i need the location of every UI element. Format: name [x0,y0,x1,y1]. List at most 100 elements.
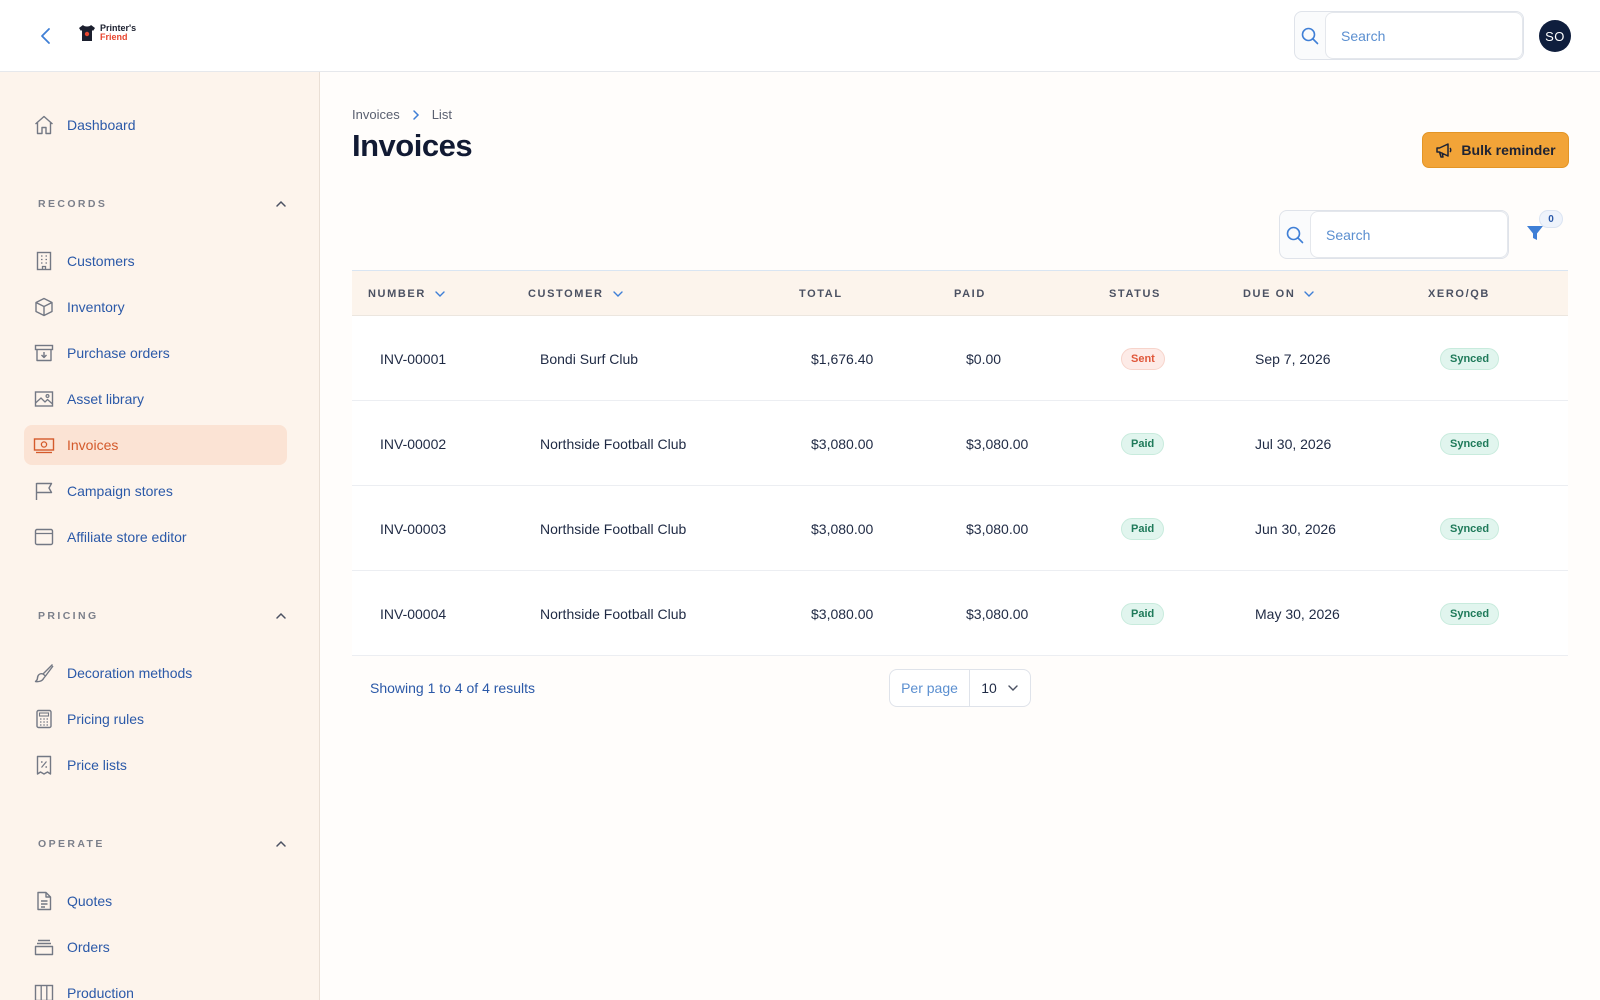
sidebar-item-orders[interactable]: Orders [24,927,287,967]
sidebar-item-campaign-stores[interactable]: Campaign stores [24,471,287,511]
chevron-down-icon[interactable] [434,288,446,300]
column-header-customer[interactable]: CUSTOMER [528,271,624,317]
browser-icon [33,526,55,548]
chevron-right-icon [412,109,419,120]
column-label: DUE ON [1243,288,1296,300]
status-badge: Paid [1121,602,1165,625]
section-header-operate[interactable]: OPERATE [38,834,288,854]
cell-customer: Northside Football Club [540,435,687,452]
document-icon [33,890,55,912]
sync-badge: Synced [1440,602,1500,625]
chevron-down-icon[interactable] [612,288,624,300]
chevron-down-icon[interactable] [1303,288,1315,300]
cell-total: $3,080.00 [811,520,874,537]
cell-due-on: May 30, 2026 [1255,605,1340,622]
sidebar-item-label: Price lists [67,757,127,773]
breadcrumb: Invoices List [352,107,452,122]
column-header-due-on[interactable]: DUE ON [1243,271,1315,317]
column-header-number[interactable]: NUMBER [368,271,446,317]
calculator-icon [33,708,55,730]
logo-line-2: Friend [100,32,128,42]
breadcrumb-root[interactable]: Invoices [352,107,400,122]
sidebar-item-label: Decoration methods [67,665,193,681]
building-icon [33,250,55,272]
per-page-value[interactable]: 10 [970,680,1030,696]
column-label: CUSTOMER [528,288,604,300]
status-badge: Paid [1121,432,1165,455]
per-page-label: Per page [890,670,970,706]
archive-icon [33,342,55,364]
sync-badge: Synced [1440,347,1500,370]
chevron-up-icon[interactable] [274,197,288,211]
home-icon [33,114,55,136]
section-header-records[interactable]: RECORDS [38,194,288,214]
sidebar-item-label: Dashboard [67,117,136,133]
receipt-percent-icon [33,754,55,776]
per-page-select[interactable]: Per page 10 [889,669,1031,707]
cell-number[interactable]: INV-00002 [380,435,447,452]
cell-number[interactable]: INV-00003 [380,520,447,537]
sidebar-item-label: Affiliate store editor [67,529,187,545]
status-badge: Paid [1121,517,1165,540]
cell-due-on: Jul 30, 2026 [1255,435,1332,452]
sidebar-item-dashboard[interactable]: Dashboard [24,105,287,145]
table-row[interactable]: INV-00001 Bondi Surf Club $1,676.40 $0.0… [352,316,1568,401]
column-header-total: TOTAL [799,271,843,317]
cell-paid: $0.00 [966,350,1002,367]
sidebar-item-quotes[interactable]: Quotes [24,881,287,921]
cell-total: $3,080.00 [811,605,874,622]
image-icon [33,388,55,410]
cell-number[interactable]: INV-00001 [380,350,447,367]
cell-number[interactable]: INV-00004 [380,605,447,622]
column-header-paid: PAID [954,271,986,317]
sidebar-item-purchase-orders[interactable]: Purchase orders [24,333,287,373]
sidebar-item-pricing-rules[interactable]: Pricing rules [24,699,287,739]
user-avatar[interactable]: SO [1539,20,1571,52]
table-row[interactable]: INV-00004 Northside Football Club $3,080… [352,571,1568,656]
sync-badge: Synced [1440,432,1500,455]
cell-customer: Bondi Surf Club [540,350,639,367]
column-label: TOTAL [799,288,843,300]
cell-due-on: Jun 30, 2026 [1255,520,1336,537]
megaphone-icon [1436,143,1452,158]
column-label: NUMBER [368,288,426,300]
search-icon [1295,12,1325,59]
top-bar: Printer's Friend SO [0,0,1600,72]
back-arrow-icon[interactable] [34,24,58,48]
app-logo[interactable]: Printer's Friend [78,24,136,42]
cell-total: $3,080.00 [811,435,874,452]
invoices-table: NUMBER CUSTOMER TOTAL PAID STATUS DUE ON… [352,270,1568,656]
page-title: Invoices [352,128,473,163]
cell-paid: $3,080.00 [966,605,1029,622]
columns-icon [33,982,55,1000]
global-search-input[interactable] [1325,12,1523,59]
sidebar-item-production[interactable]: Production [24,973,287,1000]
sidebar-item-decoration-methods[interactable]: Decoration methods [24,653,287,693]
sidebar-item-asset-library[interactable]: Asset library [24,379,287,419]
sidebar-item-label: Purchase orders [67,345,170,361]
table-search [1279,210,1509,259]
section-header-pricing[interactable]: PRICING [38,606,288,626]
table-search-input[interactable] [1310,211,1508,258]
chevron-down-icon [1008,685,1018,691]
filter-icon[interactable] [1524,222,1546,244]
column-label: XERO/QB [1428,288,1490,300]
global-search [1294,11,1524,60]
search-icon [1280,211,1310,258]
sidebar-item-inventory[interactable]: Inventory [24,287,287,327]
table-header: NUMBER CUSTOMER TOTAL PAID STATUS DUE ON… [352,270,1568,316]
sidebar-item-price-lists[interactable]: Price lists [24,745,287,785]
table-row[interactable]: INV-00002 Northside Football Club $3,080… [352,401,1568,486]
sidebar-item-customers[interactable]: Customers [24,241,287,281]
column-label: PAID [954,288,986,300]
column-header-xero-qb: XERO/QB [1428,271,1490,317]
sidebar-item-affiliate-store-editor[interactable]: Affiliate store editor [24,517,287,557]
sidebar-item-label: Orders [67,939,110,955]
sidebar-item-invoices[interactable]: Invoices [24,425,287,465]
table-row[interactable]: INV-00003 Northside Football Club $3,080… [352,486,1568,571]
bulk-reminder-button[interactable]: Bulk reminder [1422,132,1569,168]
chevron-up-icon[interactable] [274,609,288,623]
cell-customer: Northside Football Club [540,605,687,622]
column-label: STATUS [1109,288,1161,300]
chevron-up-icon[interactable] [274,837,288,851]
